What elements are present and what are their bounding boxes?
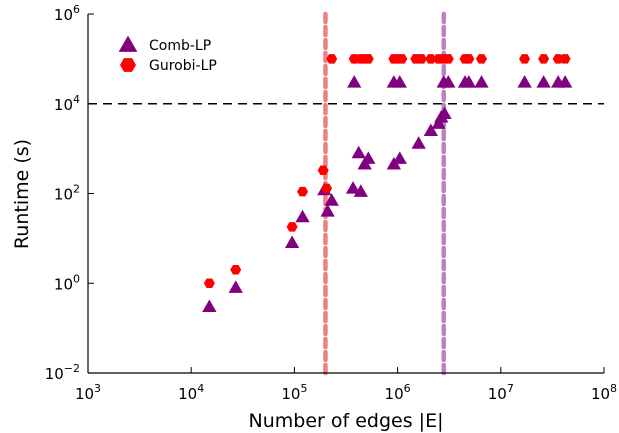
comb-lp-point (461, 75, 476, 88)
y-axis-label: Runtime (s) (11, 139, 33, 249)
y-tick-label: 100 (54, 272, 80, 293)
comb-lp-point (202, 299, 217, 312)
x-tick-label: 103 (75, 382, 101, 403)
comb-lp-point (474, 75, 489, 88)
data-points (202, 54, 573, 312)
comb-lp-point (347, 75, 362, 88)
comb-lp-point (392, 75, 407, 88)
gurobi-lp-point (317, 165, 329, 175)
gurobi-lp-point (552, 54, 564, 64)
y-tick-label: 102 (54, 183, 80, 204)
gurobi-lp-point (362, 54, 374, 64)
gurobi-lp-point (538, 54, 550, 64)
comb-lp-point (441, 75, 456, 88)
gurobi-lp-point (230, 264, 242, 275)
legend-marker-gurobi-lp (120, 58, 136, 72)
gurobi-lp-point (321, 183, 333, 194)
comb-lp-point (392, 151, 407, 164)
comb-lp-point (411, 136, 426, 149)
legend-label-comb-lp: Comb-LP (149, 38, 211, 54)
gurobi-lp-point (415, 54, 427, 64)
comb-lp-point (295, 209, 310, 223)
x-tick-labels: 103 104 105 106 107 108 (75, 367, 617, 403)
comb-lp-point (423, 123, 439, 137)
x-axis-label: Number of edges |E| (249, 410, 444, 432)
gurobi-lp-point (475, 54, 487, 64)
comb-lp-point (557, 75, 573, 88)
gurobi-lp-point (442, 54, 454, 64)
reference-lines (88, 11, 604, 376)
gurobi-lp-point (286, 222, 298, 232)
comb-lp-point (284, 235, 300, 248)
gurobi-lp-point (396, 54, 408, 64)
x-tick-label: 108 (591, 382, 617, 403)
y-tick-label: 104 (54, 93, 80, 114)
gurobi-lp-point (326, 54, 338, 64)
x-tick-label: 107 (488, 382, 514, 403)
y-tick-labels: 10−2 100 102 104 106 (45, 3, 94, 383)
comb-lp-point (431, 116, 446, 129)
comb-lp-point (517, 75, 532, 88)
comb-lp-point (536, 75, 551, 88)
gurobi-lp-point (203, 278, 215, 289)
legend-marker-comb-lp (118, 35, 138, 52)
y-tick-label: 106 (54, 3, 80, 24)
y-tick-label: 10−2 (45, 362, 80, 383)
x-tick-label: 106 (385, 382, 411, 403)
legend-label-gurobi-lp: Gurobi-LP (149, 58, 217, 74)
comb-lp-point (361, 151, 376, 164)
gurobi-lp-point (559, 54, 571, 64)
comb-lp-point (351, 145, 366, 159)
gurobi-lp-point (425, 54, 437, 64)
legend: Comb-LP Gurobi-LP (118, 35, 217, 74)
gurobi-lp-point (297, 186, 309, 197)
comb-lp-point (345, 181, 361, 194)
comb-lp-point (353, 184, 368, 197)
comb-lp-point (324, 193, 339, 206)
comb-lp-point (320, 204, 335, 217)
comb-lp-point (437, 106, 452, 119)
comb-lp-point (228, 280, 243, 293)
x-tick-label: 105 (281, 382, 307, 403)
x-tick-label: 104 (178, 382, 204, 403)
gurobi-lp-point (519, 54, 531, 64)
gurobi-lp-point (463, 54, 475, 64)
